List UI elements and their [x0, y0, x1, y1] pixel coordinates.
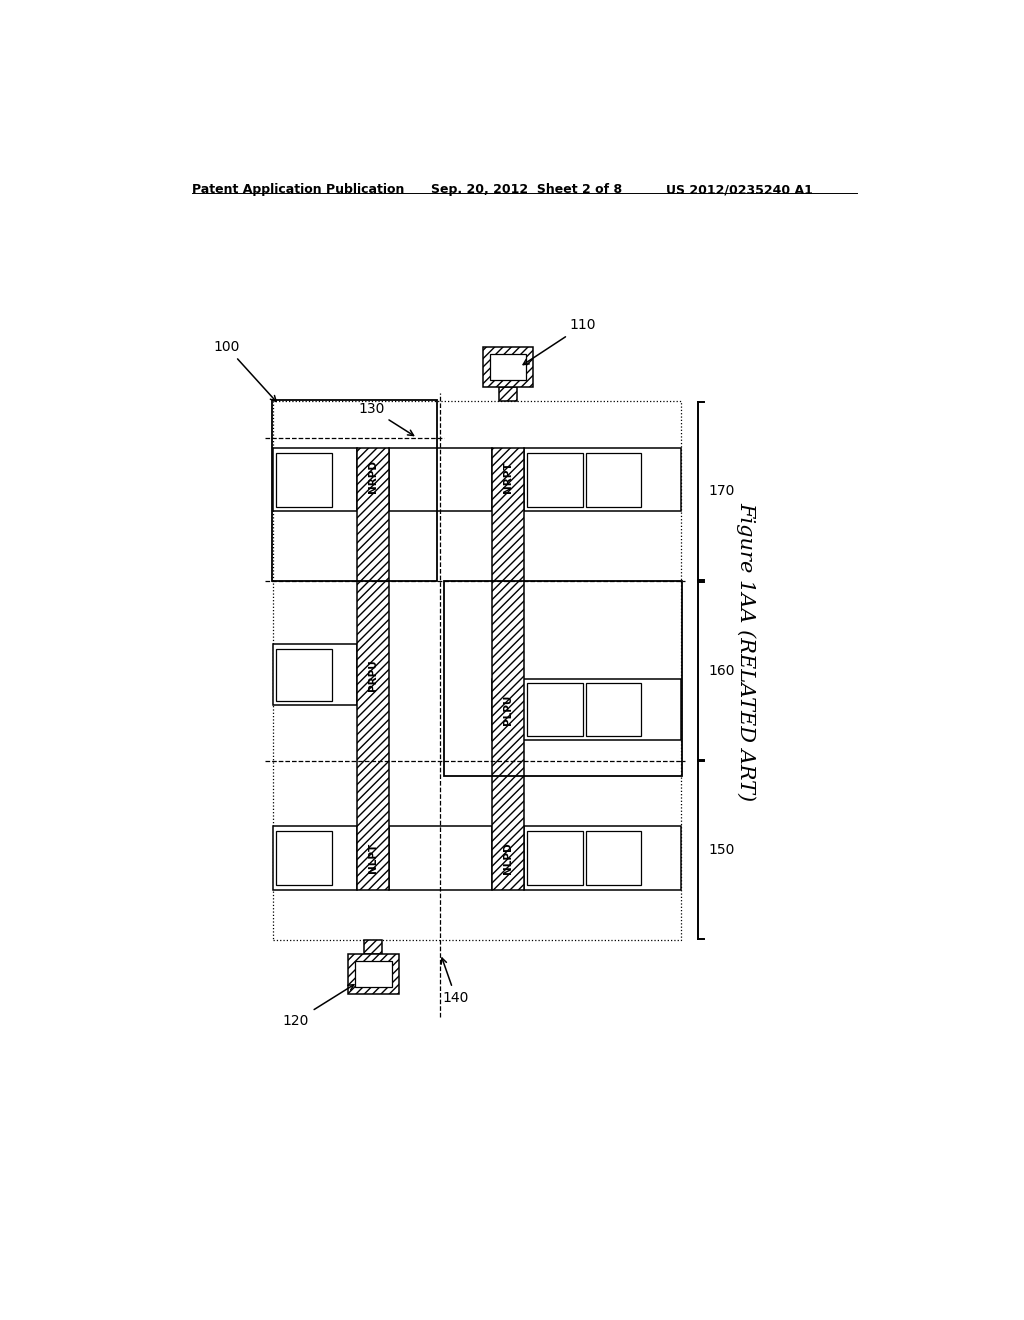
Text: 150: 150 [709, 843, 735, 857]
Bar [348, 954, 398, 994]
Bar [276, 453, 332, 507]
Bar [524, 826, 681, 890]
Bar [273, 449, 357, 511]
Bar [273, 401, 681, 940]
Bar [490, 354, 526, 380]
Bar [355, 961, 391, 987]
Bar [276, 648, 332, 701]
Bar [492, 678, 681, 741]
Text: PLPU: PLPU [503, 694, 513, 725]
Bar [273, 826, 357, 890]
Bar [273, 644, 357, 705]
Bar [586, 684, 641, 735]
Bar [389, 826, 492, 890]
Text: US 2012/0235240 A1: US 2012/0235240 A1 [666, 183, 813, 197]
Text: NLPT: NLPT [368, 843, 378, 873]
Text: 170: 170 [709, 484, 735, 498]
Text: NRPD: NRPD [368, 461, 378, 494]
Bar [499, 387, 517, 401]
Bar [527, 684, 583, 735]
Text: Patent Application Publication: Patent Application Publication [193, 183, 404, 197]
Text: 130: 130 [358, 401, 414, 436]
Bar [389, 449, 492, 511]
Bar [483, 347, 534, 387]
Text: 100: 100 [214, 341, 276, 401]
Bar [492, 449, 524, 890]
Bar [364, 940, 382, 954]
Text: 110: 110 [523, 318, 596, 364]
Bar [357, 449, 389, 890]
Bar [276, 832, 332, 884]
Text: 140: 140 [441, 958, 469, 1005]
Text: NLPD: NLPD [503, 842, 513, 874]
Text: 160: 160 [709, 664, 735, 678]
Bar [527, 832, 583, 884]
Text: PRPU: PRPU [368, 659, 378, 690]
Bar [527, 453, 583, 507]
Text: Sep. 20, 2012  Sheet 2 of 8: Sep. 20, 2012 Sheet 2 of 8 [431, 183, 622, 197]
Text: 120: 120 [283, 985, 354, 1028]
Bar [586, 453, 641, 507]
Text: NRPT: NRPT [503, 461, 513, 492]
Bar [586, 832, 641, 884]
Bar [524, 449, 681, 511]
Text: Figure 1AA (RELATED ART): Figure 1AA (RELATED ART) [736, 502, 757, 801]
